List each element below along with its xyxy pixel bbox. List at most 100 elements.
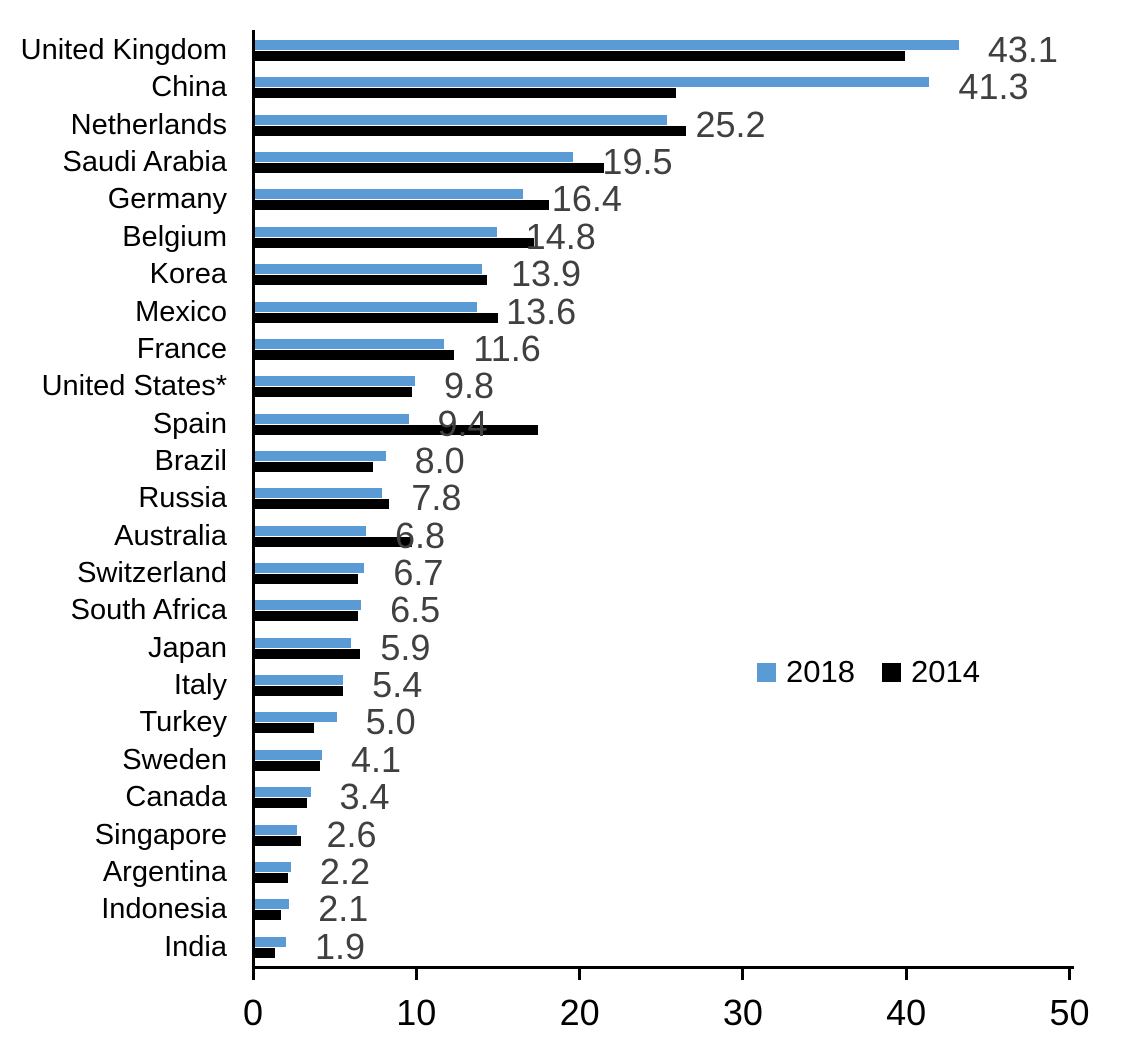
value-label: 6.5 — [390, 589, 441, 631]
x-axis-line — [252, 966, 1074, 969]
bar-2018 — [255, 488, 383, 499]
bar-2018 — [255, 152, 574, 163]
bar-2014 — [255, 312, 499, 323]
bar-2018 — [255, 675, 344, 686]
category-label: Australia — [114, 519, 227, 552]
x-axis-tick-label: 40 — [886, 992, 927, 1033]
value-label: 2.6 — [326, 813, 377, 855]
bar-2018 — [255, 189, 523, 200]
bar-2014 — [255, 536, 412, 547]
bar-2018 — [255, 301, 478, 312]
bar-2018 — [255, 637, 352, 648]
bar-2018 — [255, 787, 311, 798]
bar-2014 — [255, 835, 301, 846]
value-label: 7.8 — [411, 477, 462, 519]
category-label: Japan — [147, 631, 227, 664]
value-label: 9.8 — [444, 365, 495, 407]
x-axis-tick-label: 0 — [242, 992, 264, 1033]
bar-2014 — [255, 125, 687, 136]
value-label: 43.1 — [987, 29, 1058, 70]
category-label: Turkey — [139, 706, 227, 739]
x-axis-tick-label: 20 — [559, 992, 600, 1033]
bar-2014 — [255, 798, 308, 809]
category-label: Indonesia — [101, 893, 227, 926]
x-axis-tick — [251, 967, 255, 980]
category-label: Germany — [107, 183, 227, 216]
bar-2018 — [255, 413, 409, 424]
bar-2014 — [255, 611, 358, 622]
category-label: France — [136, 332, 227, 365]
value-label: 8.0 — [414, 439, 465, 481]
category-label: Korea — [149, 258, 227, 291]
bar-2014 — [255, 760, 321, 771]
value-label: 1.9 — [315, 925, 366, 967]
x-axis-tick — [741, 967, 745, 980]
bar-2014 — [255, 349, 455, 360]
value-label: 2.2 — [319, 850, 370, 892]
category-label: South Africa — [70, 594, 227, 627]
category-label: Switzerland — [77, 557, 227, 590]
bar-2014 — [255, 461, 373, 472]
bar-2014 — [255, 200, 549, 211]
value-label: 41.3 — [958, 66, 1029, 108]
x-axis-tick — [578, 967, 582, 980]
bar-2014 — [255, 686, 344, 697]
value-label: 11.6 — [473, 327, 541, 369]
bar-2018 — [255, 376, 416, 387]
x-axis-tick — [1068, 967, 1071, 980]
category-label: Belgium — [122, 220, 227, 253]
legend-label-2018: 2018 — [786, 654, 855, 689]
bar-2014 — [255, 872, 288, 883]
x-axis-tick — [414, 967, 418, 980]
legend-swatch-2014 — [881, 662, 901, 682]
bar-2018 — [255, 600, 362, 611]
legend-swatch-2018 — [757, 662, 776, 682]
legend-item-2014: 2014 — [881, 654, 980, 689]
bar-2014 — [255, 910, 282, 921]
category-label: Singapore — [94, 818, 227, 851]
bar-2018 — [255, 749, 322, 760]
bar-2014 — [255, 574, 358, 585]
x-axis-tick-label: 10 — [396, 992, 437, 1033]
bar-2014 — [255, 424, 538, 435]
category-label: United States* — [41, 370, 227, 403]
category-label: India — [164, 930, 227, 963]
bar-2014 — [255, 237, 535, 248]
bar-2014 — [255, 499, 389, 510]
x-axis-tick-label: 30 — [722, 992, 763, 1033]
bar-2014 — [255, 51, 905, 61]
category-label: China — [151, 71, 227, 104]
value-label: 13.9 — [510, 253, 582, 295]
bar-2018 — [255, 824, 298, 835]
value-label: 16.4 — [551, 178, 622, 220]
value-label: 6.7 — [393, 552, 444, 594]
bar-2014 — [255, 947, 275, 958]
legend: 2018 2014 — [757, 654, 980, 689]
category-label: Sweden — [122, 743, 227, 776]
value-label: 2.1 — [318, 888, 369, 930]
bar-2018 — [255, 525, 367, 536]
category-label: Netherlands — [70, 108, 227, 141]
value-label: 19.5 — [602, 141, 673, 183]
bar-2018 — [255, 861, 291, 872]
bar-2018 — [255, 114, 667, 125]
value-label: 13.6 — [506, 290, 577, 332]
bar-2018 — [255, 899, 290, 910]
bar-2018 — [255, 936, 287, 947]
legend-label-2014: 2014 — [910, 654, 980, 689]
value-label: 5.0 — [365, 701, 416, 743]
value-label: 9.4 — [437, 402, 488, 444]
bar-2018 — [255, 563, 365, 574]
x-axis-tick-label: 50 — [1049, 992, 1090, 1033]
category-label: Italy — [173, 669, 227, 702]
category-label: Canada — [125, 781, 227, 814]
bar-2018 — [255, 338, 445, 349]
bar-2018 — [255, 40, 959, 50]
bar-2014 — [255, 163, 605, 174]
category-label: United Kingdom — [20, 34, 227, 66]
value-label: 6.8 — [395, 514, 446, 556]
bar-2014 — [255, 275, 487, 286]
bar-2018 — [255, 450, 386, 461]
value-label: 5.9 — [380, 626, 431, 668]
